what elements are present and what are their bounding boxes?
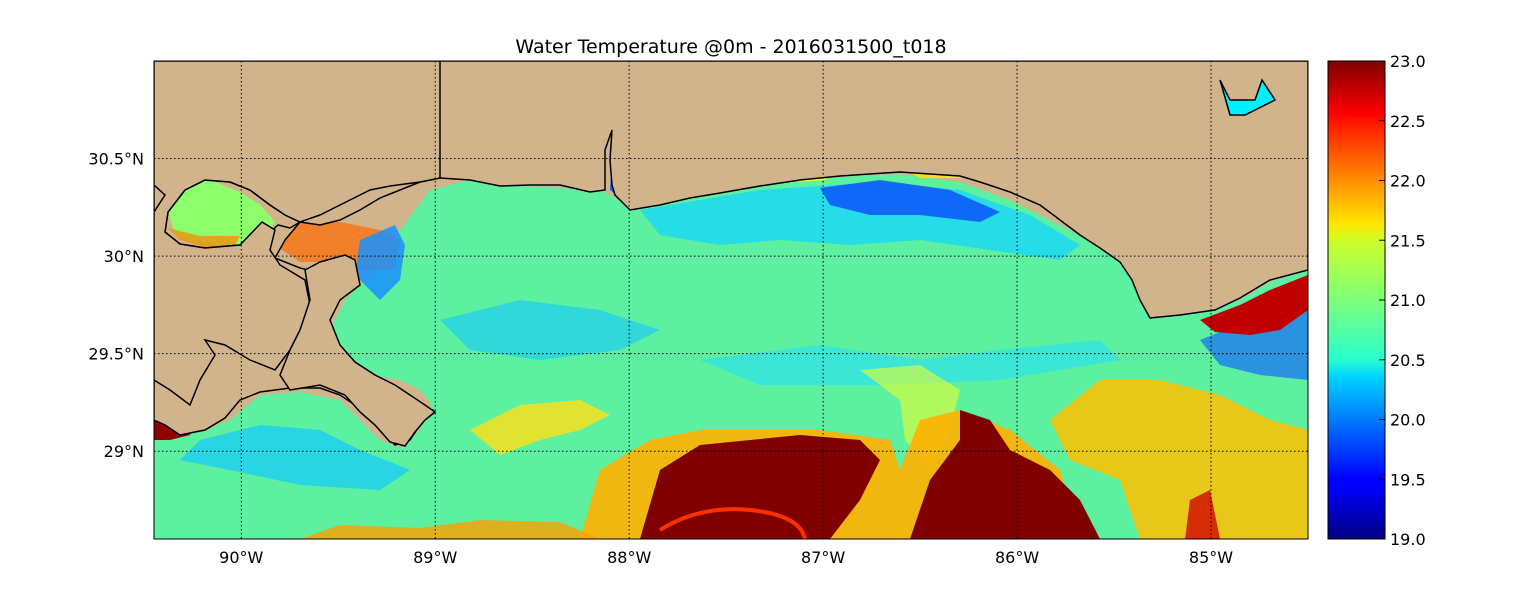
colorbar-tick-label: 20.5 <box>1390 351 1426 370</box>
colorbar-ticks: 19.0 19.5 20.0 20.5 21.0 21.5 22.0 22.5 23.0 <box>1379 52 1426 549</box>
louisiana-delta-land <box>279 254 437 447</box>
lon-tick-label: 87°W <box>801 548 845 567</box>
hot-core-southeast <box>910 410 1100 539</box>
colorbar-tick-label: 19.0 <box>1390 530 1426 549</box>
lon-tick-label: 89°W <box>413 548 457 567</box>
borgne-blue-patch <box>355 225 405 300</box>
grid-lines <box>154 61 1308 539</box>
longitude-labels: 90°W 89°W 88°W 87°W 86°W 85°W <box>219 548 1233 567</box>
warm-patch-east <box>1050 380 1308 539</box>
temperature-field <box>154 80 1308 539</box>
latitude-labels: 30.5°N 30°N 29.5°N 29°N <box>88 150 144 462</box>
lat-tick-label: 29°N <box>104 442 144 461</box>
colorbar-tick-label: 19.5 <box>1390 470 1426 489</box>
colorbar-tick-label: 22.5 <box>1390 112 1426 131</box>
lat-tick-label: 29.5°N <box>88 345 144 364</box>
lon-tick-label: 88°W <box>607 548 651 567</box>
colorbar-tick-label: 23.0 <box>1390 52 1426 71</box>
colorbar-tick-label: 21.5 <box>1390 231 1426 250</box>
hot-patch-east-coast <box>1200 275 1308 335</box>
cool-band-mid <box>700 340 1120 385</box>
colorbar-tick-label: 21.0 <box>1390 291 1426 310</box>
lat-tick-label: 30.5°N <box>88 150 144 169</box>
warm-filament-west <box>470 400 610 455</box>
pontchartrain-edge <box>168 228 240 247</box>
hot-ring-south <box>658 507 807 539</box>
lon-tick-label: 90°W <box>219 548 263 567</box>
lon-tick-label: 86°W <box>995 548 1039 567</box>
cool-band-west <box>440 300 660 360</box>
colorbar-gradient <box>1327 60 1386 540</box>
temperature-map <box>154 61 1308 539</box>
colorbar-tick-label: 20.0 <box>1390 411 1426 430</box>
warm-band-bottom-west <box>300 520 600 539</box>
lat-tick-label: 30°N <box>104 247 144 266</box>
map-frame <box>153 60 1309 540</box>
cool-band-sw <box>180 425 410 490</box>
cold-core-east <box>820 180 1000 222</box>
map-title: Water Temperature @0m - 2016031500_t018 <box>515 36 946 58</box>
lon-tick-label: 85°W <box>1189 548 1233 567</box>
pontchartrain-water <box>168 180 275 245</box>
colorbar: 19.0 19.5 20.0 20.5 21.0 21.5 22.0 22.5 23.0 <box>1327 52 1426 549</box>
colorbar-tick-label: 22.0 <box>1390 172 1426 191</box>
western-land <box>154 61 441 407</box>
